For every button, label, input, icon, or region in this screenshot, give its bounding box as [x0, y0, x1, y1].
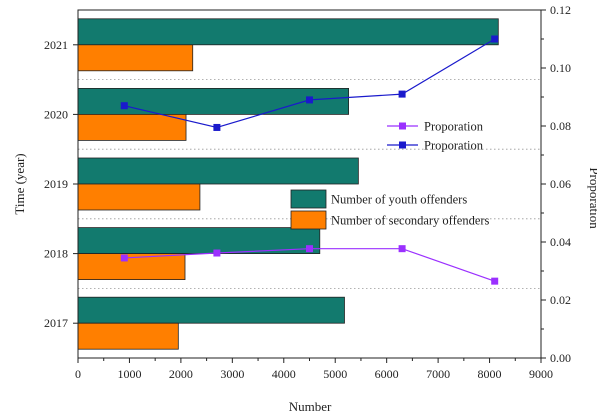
line-point [213, 123, 221, 131]
line-point [120, 254, 128, 262]
line-point [120, 102, 128, 110]
bar-secondary-offenders [77, 44, 194, 72]
y2-tick-label: 0.12 [550, 3, 571, 17]
bar-secondary-offenders [77, 114, 187, 141]
y2-tick-label: 0.00 [550, 351, 571, 365]
x-tick-label: 7000 [426, 367, 450, 381]
y2-tick-label: 0.10 [550, 61, 571, 75]
bar-youth-offenders [77, 18, 499, 46]
y-tick-label: 2019 [44, 177, 68, 191]
x-tick-label: 6000 [375, 367, 399, 381]
x-tick-label: 1000 [117, 367, 141, 381]
bar-secondary-offenders [77, 183, 201, 211]
legend-bar-swatch [290, 210, 327, 230]
legend-bar-label: Number of secondary offenders [331, 214, 490, 228]
bar-youth-offenders [77, 157, 359, 185]
legends: Proporation Proporation Number of youth of… [290, 120, 490, 230]
category-separators [78, 79, 541, 289]
legend-line-label: Proporation [424, 120, 484, 134]
x-axis-title: Number [289, 399, 332, 414]
y2-axis-title: Proporation [587, 167, 597, 229]
y2-tick-label: 0.08 [550, 119, 571, 133]
line-point [398, 245, 406, 253]
legend-bar-label: Number of youth offenders [331, 193, 467, 207]
axes: 2017 2018 2019 2020 2021 0 1000 2000 3000 4000 500… [44, 3, 571, 381]
y-tick-label: 2021 [44, 38, 68, 52]
x-tick-label: 8000 [478, 367, 502, 381]
bar-secondary-offenders [77, 322, 179, 350]
line-point [491, 35, 499, 43]
legend-bar-swatch [290, 189, 327, 209]
line-series [120, 35, 499, 285]
line-point [398, 90, 406, 98]
line-point [306, 96, 313, 104]
x-tick-label: 0 [75, 367, 81, 381]
y2-tick-label: 0.06 [550, 177, 571, 191]
x-tick-label: 4000 [272, 367, 296, 381]
x-tick-label: 5000 [323, 367, 347, 381]
bar-youth-offenders [77, 296, 345, 324]
legend-line-marker [399, 141, 406, 149]
y2-tick-label: 0.02 [550, 293, 571, 307]
legend-line-label: Proporation [424, 139, 484, 153]
y-tick-label: 2018 [44, 247, 68, 261]
y2-tick-label: 0.04 [550, 235, 571, 249]
bars [77, 18, 499, 350]
legend-line-marker [399, 122, 406, 130]
y-tick-label: 2017 [44, 316, 68, 330]
line-point [491, 277, 499, 285]
y-axis-title: Time (year) [12, 153, 27, 214]
y-tick-label: 2020 [44, 107, 68, 121]
x-tick-label: 9000 [529, 367, 553, 381]
line-point [213, 249, 221, 257]
x-tick-label: 3000 [220, 367, 244, 381]
line-point [306, 245, 313, 253]
x-tick-label: 2000 [169, 367, 193, 381]
